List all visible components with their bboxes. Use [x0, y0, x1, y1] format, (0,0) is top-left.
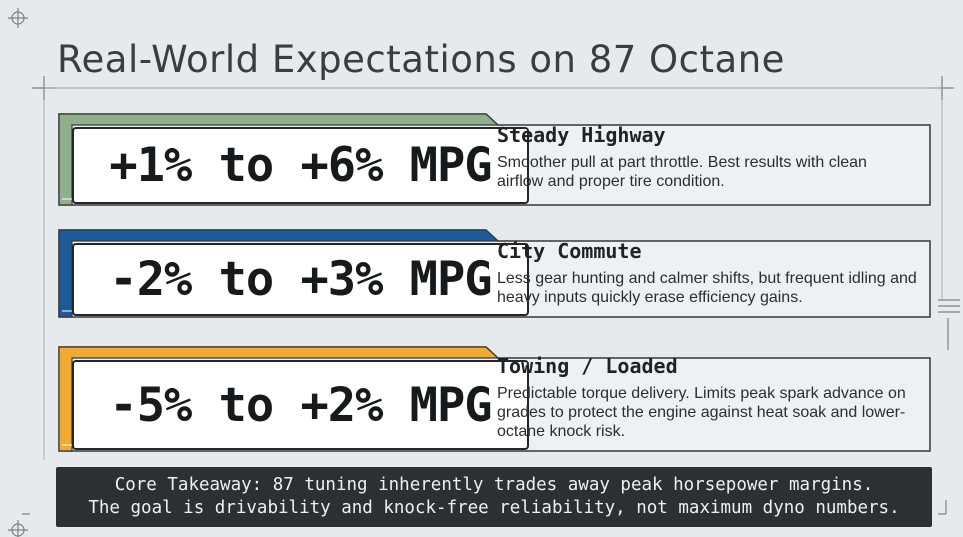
takeaway-line-2: The goal is drivability and knock-free r…	[88, 498, 900, 518]
stat-panel: -2% to +3% MPG	[72, 243, 529, 316]
accent-bar	[58, 346, 500, 452]
card-steady-highway: +1% to +6% MPG Steady Highway Smoother p…	[56, 111, 934, 208]
stat-value: -2% to +3% MPG	[109, 252, 492, 307]
card-body: Predictable torque delivery. Limits peak…	[497, 385, 906, 440]
accent-bar	[58, 113, 500, 206]
card-towing-loaded: -5% to +2% MPG Towing / Loaded Predictab…	[56, 344, 934, 454]
card-body: Less gear hunting and calmer shifts, but…	[497, 270, 917, 306]
page-title: Real-World Expectations on 87 Octane	[57, 38, 785, 81]
card-city-commute: -2% to +3% MPG City Commute Less gear hu…	[56, 227, 934, 320]
stat-panel: -5% to +2% MPG	[72, 360, 529, 450]
stat-value: +1% to +6% MPG	[109, 138, 492, 193]
crosshair-icon	[8, 520, 28, 537]
card-heading: Steady Highway	[497, 123, 666, 147]
stat-value: -5% to +2% MPG	[109, 377, 492, 433]
takeaway-line-1: Core Takeaway: 87 tuning inherently trad…	[114, 475, 874, 495]
card-heading: City Commute	[497, 239, 642, 263]
stat-panel: +1% to +6% MPG	[72, 127, 529, 204]
accent-bar	[58, 229, 500, 318]
takeaway-banner: Core Takeaway: 87 tuning inherently trad…	[56, 467, 932, 527]
card-body: Smoother pull at part throttle. Best res…	[497, 154, 867, 190]
crosshair-icon	[8, 8, 28, 28]
card-heading: Towing / Loaded	[497, 354, 678, 378]
